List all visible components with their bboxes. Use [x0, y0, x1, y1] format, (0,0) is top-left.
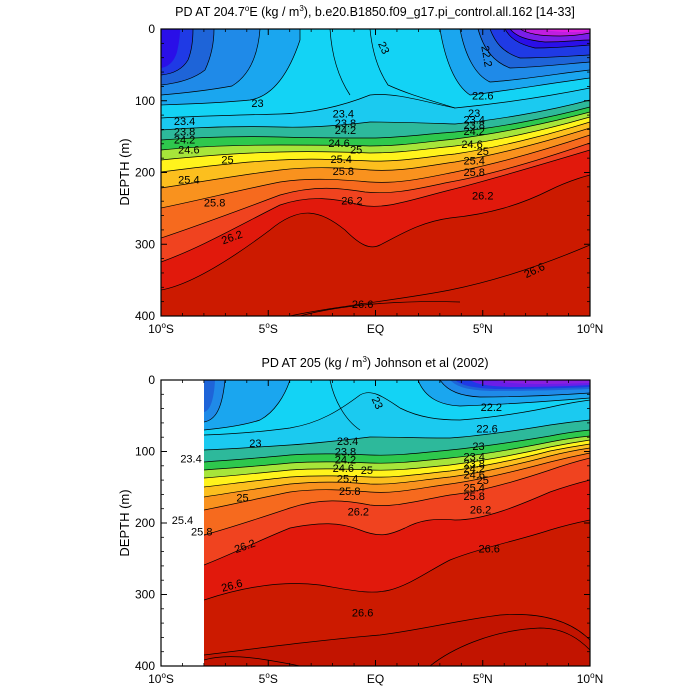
top-contour-label: 23.4 — [333, 109, 354, 121]
top-y-axis-label: DEPTH (m) — [117, 138, 132, 205]
top-contour-label: 24.2 — [335, 125, 356, 137]
bottom-x-tick-label-1: 5oS — [259, 671, 278, 686]
top-contour-label: 22.2 — [478, 45, 494, 68]
bottom-contour-label: 25.4 — [172, 515, 193, 527]
bottom-contour-fill — [204, 380, 590, 666]
bottom-contour-label: 25 — [361, 465, 373, 477]
top-contour-lines — [161, 29, 590, 316]
bottom-contour-label: 23 — [249, 438, 261, 450]
top-contour-label: 26.2 — [472, 190, 493, 202]
bottom-contour-label: 23 — [369, 395, 385, 411]
bottom-y-axis: 0 100 200 300 400 — [135, 373, 590, 673]
bottom-contour-label: 25.4 — [337, 474, 358, 486]
bottom-contour-label: 23.4 — [463, 452, 484, 464]
bottom-y-tick-label-3: 300 — [135, 588, 155, 602]
top-y-tick-label-2: 200 — [135, 166, 155, 180]
bottom-contour-label: 26.6 — [220, 578, 244, 595]
top-y-tick-label-4: 400 — [135, 309, 155, 323]
top-contour-label: 25 — [221, 155, 233, 167]
layer-22.6 — [161, 29, 590, 95]
top-contour-label: 23 — [375, 40, 391, 56]
top-contour-label: 25.8 — [463, 167, 484, 179]
bottom-contour-label: 25.8 — [191, 527, 212, 539]
bottom-y-axis-label: DEPTH (m) — [117, 489, 132, 556]
top-x-tick-label-2: EQ — [367, 322, 384, 336]
top-x-tick-label-4: 10oN — [577, 321, 603, 336]
bottom-contour-label: 24.2 — [463, 464, 484, 476]
bottom-contour-label: 23.8 — [335, 447, 356, 459]
top-contour-label: 25.4 — [330, 154, 351, 166]
top-panel: PD AT 204.7oE (kg / m3), b.e20.B1850.f09… — [117, 4, 603, 336]
bottom-x-tick-label-4: 10oN — [577, 671, 603, 686]
top-contour-label: 24.6 — [178, 145, 199, 157]
top-contour-label: 24.6 — [328, 138, 349, 150]
bottom-contour-label: 23 — [472, 441, 484, 453]
top-contour-label: 26.2 — [341, 195, 362, 207]
top-contour-fill — [161, 29, 590, 316]
layer-21.0 — [540, 29, 590, 32]
bottom-contour-label: 25 — [236, 492, 248, 504]
bottom-x-tick-label-3: 5oN — [473, 671, 493, 686]
bottom-contour-label: 26.2 — [470, 504, 491, 516]
top-contour-label: 22.6 — [472, 91, 493, 103]
top-contour-label: 26.6 — [352, 299, 373, 311]
top-contour-label: 25 — [350, 145, 362, 157]
top-x-tick-label-0: 10oS — [148, 321, 174, 336]
top-contour-label: 23.8 — [463, 120, 484, 132]
top-contour-label: 24.6 — [461, 139, 482, 151]
top-y-tick-label-0: 0 — [148, 22, 155, 36]
top-contour-label: 23.4 — [463, 114, 484, 126]
top-contour-label: 25.8 — [204, 198, 225, 210]
top-panel-title: PD AT 204.7oE (kg / m3), b.e20.B1850.f09… — [175, 4, 575, 19]
top-contour-label: 24.2 — [463, 126, 484, 138]
top-contour-label: 23 — [468, 108, 480, 120]
layer-21.4 — [495, 380, 590, 384]
bottom-panel-title: PD AT 205 (kg / m3) Johnson et al (2002) — [261, 355, 488, 370]
top-contour-label: 25.8 — [333, 166, 354, 178]
bottom-panel: PD AT 205 (kg / m3) Johnson et al (2002) — [117, 355, 603, 686]
bottom-contour-label: 25.4 — [463, 482, 484, 494]
top-contour-label: 23.8 — [335, 118, 356, 130]
bottom-y-tick-label-0: 0 — [148, 373, 155, 387]
bottom-contour-label: 25 — [477, 475, 489, 487]
bottom-y-tick-label-2: 200 — [135, 516, 155, 530]
bottom-y-tick-label-1: 100 — [135, 445, 155, 459]
top-contour-label: 24.2 — [174, 134, 195, 146]
top-x-axis: 10oS 5oS EQ 5oN 10oN — [148, 29, 603, 336]
bottom-contour-label: 22.2 — [481, 402, 502, 414]
bottom-y-tick-label-4: 400 — [135, 659, 155, 673]
bottom-contour-label: 26.6 — [478, 544, 499, 556]
bottom-contour-label: 23.8 — [463, 459, 484, 471]
top-contour-label: 23 — [251, 98, 263, 110]
bottom-contour-label: 24.6 — [333, 463, 354, 475]
top-x-tick-label-3: 5oN — [473, 321, 493, 336]
bottom-contour-label: 23.4 — [180, 454, 201, 466]
bottom-contour-lines — [204, 380, 590, 666]
top-y-axis: 0 100 200 300 400 — [135, 22, 590, 323]
bottom-contour-label: 26.2 — [348, 507, 369, 519]
top-y-tick-label-1: 100 — [135, 94, 155, 108]
bottom-x-tick-label-0: 10oS — [148, 671, 174, 686]
bottom-contour-label: 24.2 — [335, 454, 356, 466]
top-contour-label: 23.8 — [174, 127, 195, 139]
bottom-contour-label: 25.8 — [463, 491, 484, 503]
bottom-contour-label: 23.4 — [337, 436, 358, 448]
top-contour-label: 25.4 — [178, 175, 199, 187]
bottom-x-tick-label-2: EQ — [367, 672, 384, 686]
top-contour-label: 25 — [477, 146, 489, 158]
top-x-tick-label-1: 5oS — [259, 321, 278, 336]
bottom-contour-label: 26.6 — [352, 607, 373, 619]
top-y-tick-label-3: 300 — [135, 237, 155, 251]
bottom-contour-label: 25.8 — [339, 486, 360, 498]
bottom-contour-labels: 23 22.222.623 2323.423.423.423.823.824.224… — [172, 395, 502, 619]
top-contour-label: 25.4 — [463, 155, 484, 167]
bottom-contour-label: 22.6 — [476, 424, 497, 436]
bottom-x-axis: 10oS 5oS EQ 5oN 10oN — [148, 380, 603, 686]
top-contour-label: 23.4 — [174, 116, 195, 128]
bottom-contour-label: 24.6 — [463, 469, 484, 481]
